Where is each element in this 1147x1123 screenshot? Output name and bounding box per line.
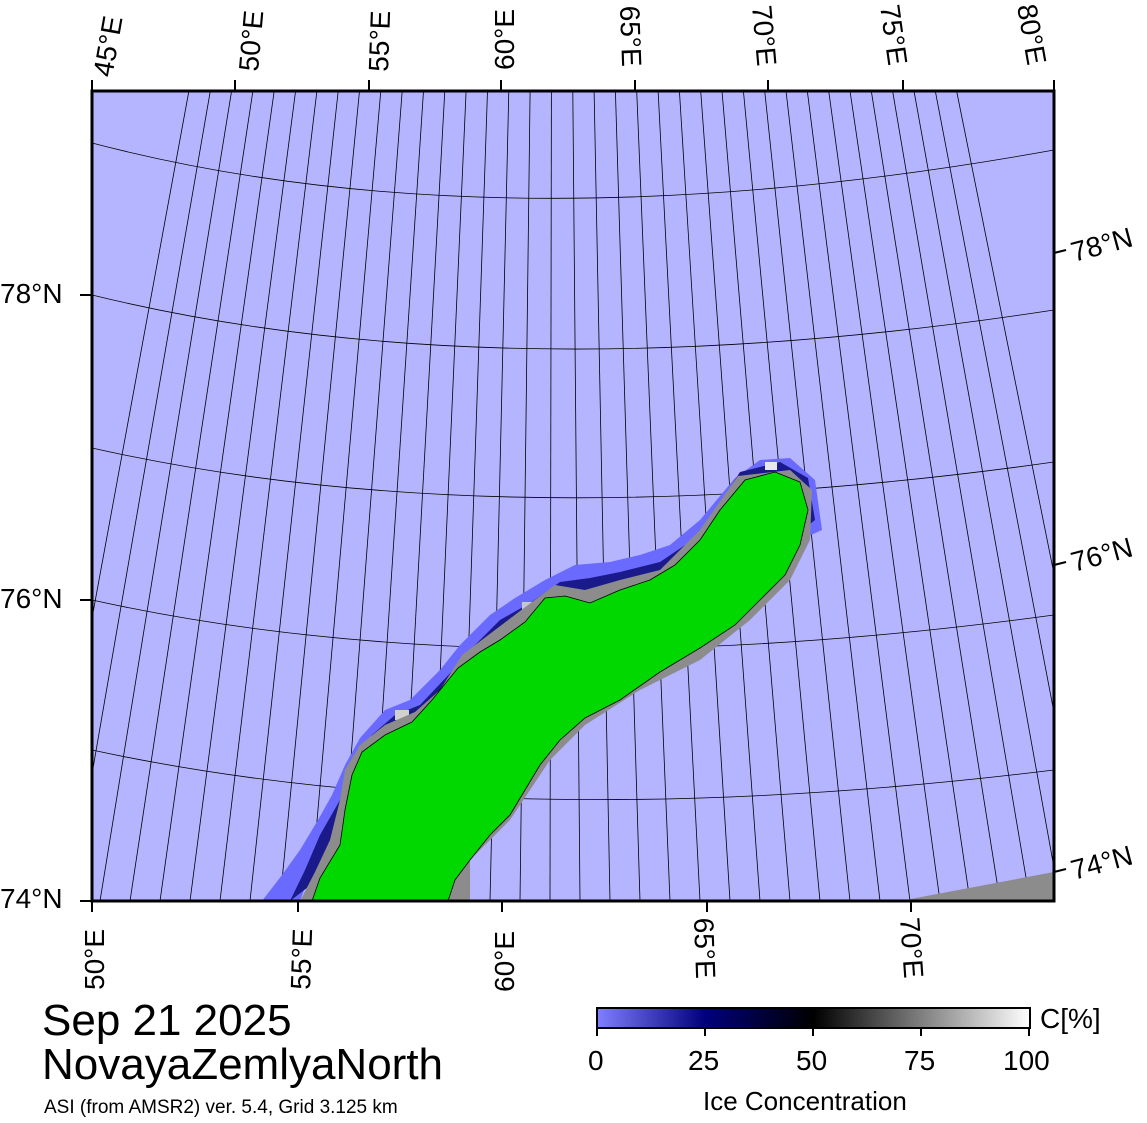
meridian-line — [129, 91, 254, 901]
data-source: ASI (from AMSR2) ver. 5.4, Grid 3.125 km — [44, 1097, 398, 1118]
meridian-line — [828, 91, 941, 901]
meridian-line — [189, 91, 296, 901]
top-longitude-labels: 45°E 50°E 55°E 60°E 65°E 70°E 75°E 80°E — [87, 2, 1052, 79]
top-tick-50e: 50°E — [233, 9, 269, 73]
top-tick-75e: 75°E — [874, 3, 913, 68]
meridian-line — [956, 91, 1054, 576]
meridian-line — [279, 91, 360, 901]
left-tick-78n: 78°N — [0, 278, 63, 309]
ocean-area — [92, 91, 1054, 901]
colorbar-tick-25: 25 — [688, 1045, 720, 1076]
top-tick-80e: 80°E — [1011, 2, 1052, 67]
frame-ticks — [80, 80, 1067, 912]
meridian-line — [892, 91, 1031, 901]
meridian-line — [549, 91, 552, 901]
left-tick-74n: 74°N — [0, 883, 63, 914]
colorbar-tick-100: 100 — [1003, 1045, 1050, 1076]
meridian-line — [99, 91, 232, 901]
top-tick-65e: 65°E — [614, 5, 647, 67]
left-tick-76n: 76°N — [0, 583, 63, 614]
bottom-tick-70e: 70°E — [894, 916, 929, 979]
meridian-line — [806, 91, 911, 901]
top-tick-60e: 60°E — [489, 9, 520, 70]
map-frame — [90, 89, 1056, 903]
map-region: NovayaZemlyaNorth — [42, 1040, 444, 1089]
right-tick-76n: 76°N — [1068, 532, 1136, 578]
meridian-line — [309, 91, 382, 901]
meridian-line — [785, 91, 881, 901]
meridian-line — [870, 91, 1001, 901]
meridian-line — [849, 91, 971, 901]
map-date: Sep 21 2025 — [42, 996, 292, 1045]
left-latitude-labels: 78°N 76°N 74°N — [0, 278, 63, 914]
meridian-line — [159, 91, 275, 901]
meridian-line — [92, 91, 190, 621]
top-tick-70e: 70°E — [746, 4, 782, 68]
colorbar-tick-50: 50 — [796, 1045, 828, 1076]
meridian-line — [593, 91, 611, 901]
mainland-corner — [900, 872, 1054, 901]
meridian-line — [636, 91, 671, 901]
colorbar-tick-0: 0 — [588, 1045, 604, 1076]
right-tick-78n: 78°N — [1068, 222, 1136, 268]
bottom-longitude-labels: 50°E 55°E 60°E 65°E 70°E — [79, 916, 929, 992]
meridian-line — [934, 91, 1054, 715]
top-tick-45e: 45°E — [87, 14, 128, 79]
colorbar-title: Ice Concentration — [703, 1086, 907, 1116]
colorbar-tick-75: 75 — [904, 1045, 936, 1076]
colorbar-unit: C[%] — [1040, 1003, 1101, 1034]
bottom-tick-60e: 60°E — [489, 931, 520, 992]
right-tick-74n: 74°N — [1068, 840, 1136, 886]
novaya-zemlya-land — [311, 471, 809, 901]
meridian-line — [657, 91, 701, 901]
bottom-tick-55e: 55°E — [285, 928, 318, 990]
bottom-tick-65e: 65°E — [688, 917, 721, 979]
colorbar — [596, 1007, 1031, 1036]
meridian-line — [249, 91, 339, 901]
meridian-line — [615, 91, 641, 901]
bottom-tick-50e: 50°E — [79, 929, 110, 990]
meridian-line — [679, 91, 731, 901]
meridian-line — [913, 91, 1054, 870]
meridian-line — [572, 91, 581, 901]
top-tick-55e: 55°E — [363, 10, 396, 72]
colorbar-gradient — [596, 1007, 1031, 1029]
meridian-line — [219, 91, 318, 901]
right-latitude-labels: 78°N 76°N 74°N — [1068, 222, 1136, 886]
